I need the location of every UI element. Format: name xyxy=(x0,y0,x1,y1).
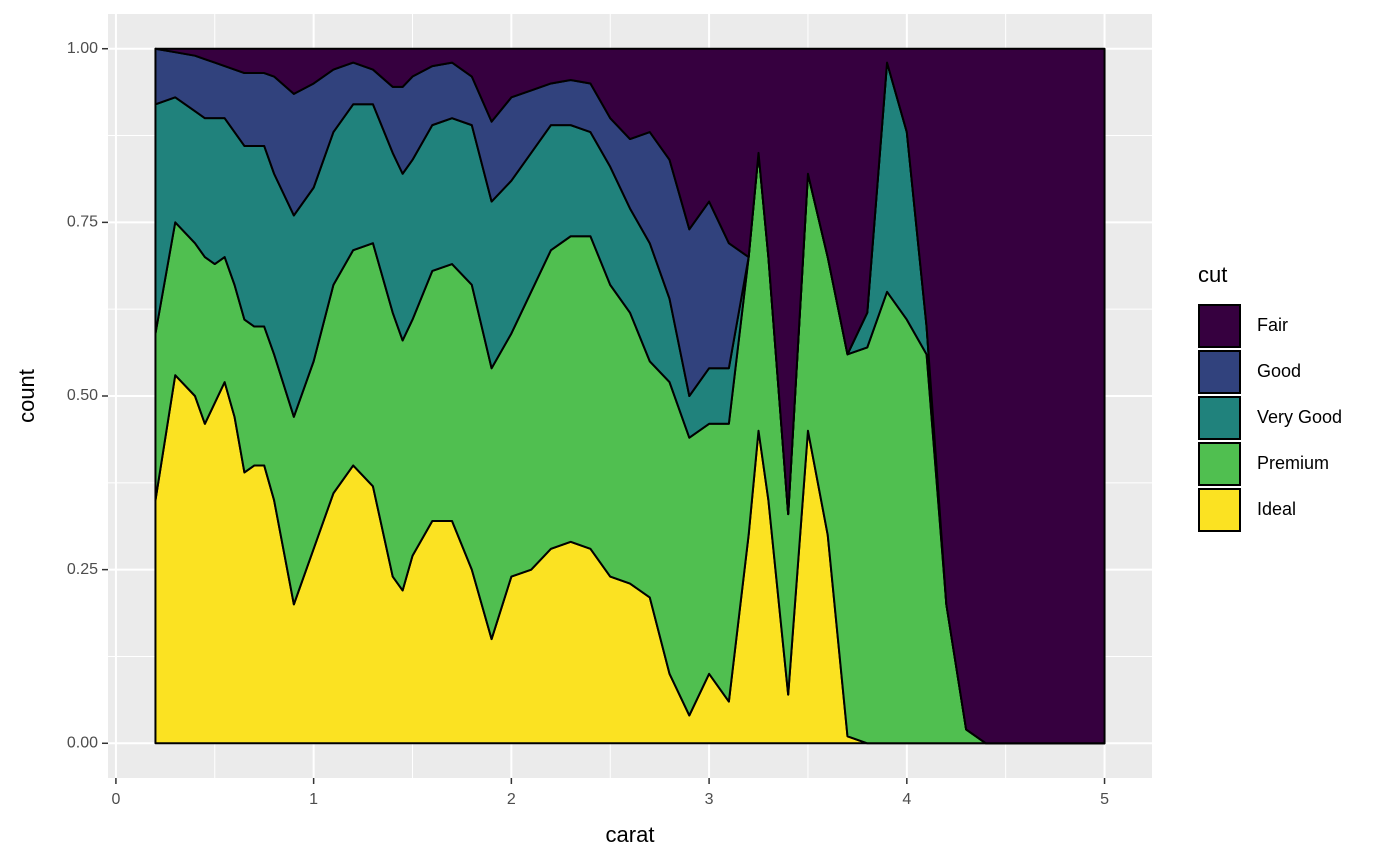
x-tick-label: 3 xyxy=(705,791,714,808)
x-tick-label: 0 xyxy=(111,791,120,808)
axes: 0 1 2 3 4 5 0.00 0.25 0.50 0.75 1.00 xyxy=(67,40,1109,808)
legend-swatch xyxy=(1198,396,1241,440)
legend-swatch xyxy=(1198,488,1241,532)
y-tick-label: 0.75 xyxy=(67,214,98,231)
legend-label: Very Good xyxy=(1257,407,1342,427)
legend-label: Ideal xyxy=(1257,499,1296,519)
x-tick-label: 2 xyxy=(507,791,516,808)
x-axis-title: carat xyxy=(606,822,655,847)
legend-label: Premium xyxy=(1257,453,1329,473)
legend: cut Fair Good Very Good Premium Ideal xyxy=(1198,262,1342,532)
y-tick-label: 0.00 xyxy=(67,734,98,751)
areas xyxy=(154,47,1106,745)
legend-title: cut xyxy=(1198,262,1227,287)
legend-swatch xyxy=(1198,442,1241,486)
x-tick-label: 4 xyxy=(902,791,911,808)
x-tick-label: 1 xyxy=(309,791,318,808)
legend-label: Fair xyxy=(1257,315,1288,335)
legend-swatch xyxy=(1198,304,1241,348)
legend-swatch xyxy=(1198,350,1241,394)
y-tick-label: 0.50 xyxy=(67,387,98,404)
legend-label: Good xyxy=(1257,361,1301,381)
area xyxy=(154,47,1106,745)
y-tick-label: 0.25 xyxy=(67,561,98,578)
y-axis-title: count xyxy=(14,369,39,423)
x-tick-label: 5 xyxy=(1100,791,1109,808)
y-tick-label: 1.00 xyxy=(67,40,98,57)
